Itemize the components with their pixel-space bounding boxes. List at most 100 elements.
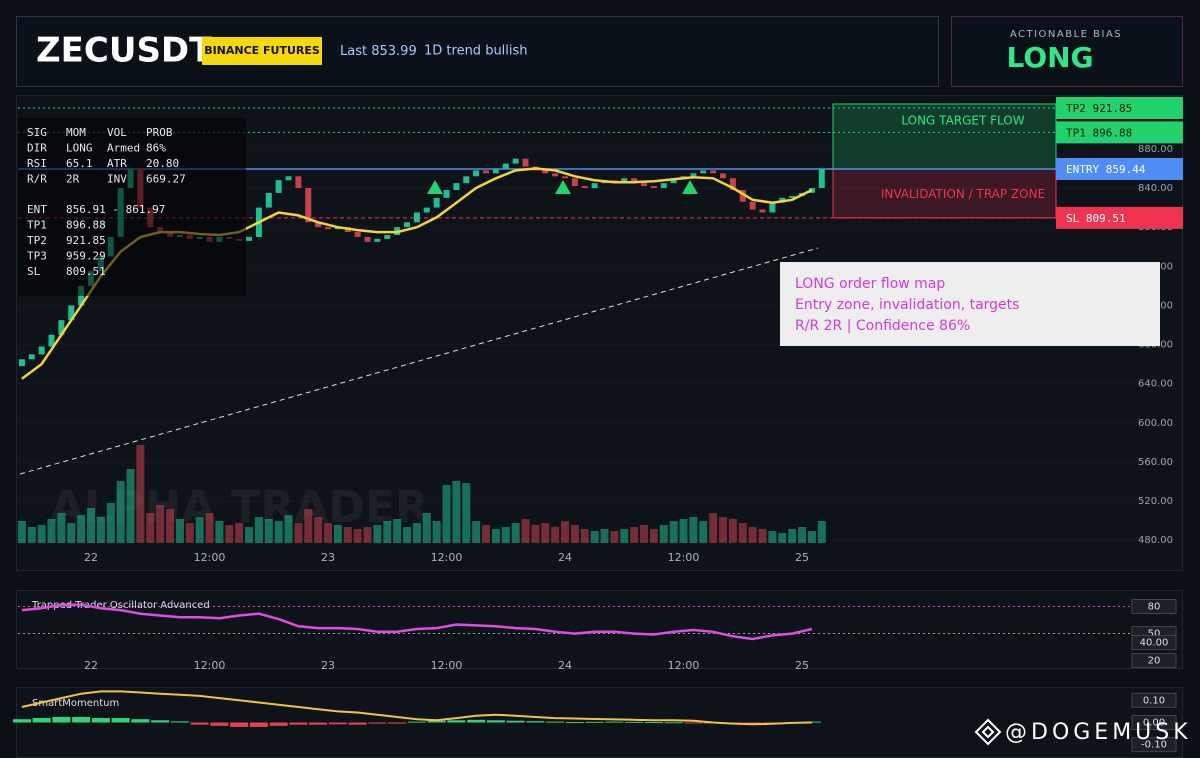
x-tick-label: 24	[558, 551, 572, 564]
candle	[473, 170, 480, 177]
volume-bar	[27, 527, 36, 543]
momentum-bar	[249, 722, 268, 727]
candle	[641, 183, 648, 187]
momentum-bar	[526, 721, 545, 723]
table-cell: SL	[27, 265, 41, 278]
volume-bar	[403, 527, 412, 543]
note-box	[780, 262, 1160, 346]
volume-bar	[620, 529, 629, 543]
momentum-bar	[72, 716, 91, 723]
note-line: LONG order flow map	[795, 276, 945, 292]
volume-bar	[669, 521, 678, 543]
table-cell: MOM	[66, 126, 86, 139]
volume-bar	[758, 529, 767, 543]
table-cell: 20.80	[146, 157, 179, 170]
candle	[483, 170, 490, 174]
signal-arrow	[682, 180, 698, 194]
tick-badge	[1131, 635, 1177, 651]
candle	[522, 158, 529, 167]
momentum-bar	[388, 722, 407, 724]
momentum-bar	[565, 722, 584, 724]
table-cell: DIR	[27, 142, 47, 155]
candle	[552, 173, 559, 177]
x-tick-label: 23	[321, 551, 335, 564]
candle	[769, 202, 776, 213]
y-tick-label: 20	[1148, 656, 1161, 667]
momentum-bar	[368, 722, 387, 724]
candle	[413, 212, 420, 223]
candle	[354, 232, 361, 237]
volume-bar	[570, 525, 579, 543]
volume-bar	[195, 517, 204, 543]
volume-bar	[798, 527, 807, 543]
candle	[591, 183, 598, 189]
table-cell: 856.91 - 861.97	[66, 203, 165, 216]
level-label: TP1 896.88	[1066, 126, 1132, 139]
candle	[749, 201, 756, 210]
candle	[246, 236, 253, 241]
zone-label: INVALIDATION / TRAP ZONE	[881, 187, 1045, 201]
candle	[463, 176, 470, 184]
momentum-bar	[309, 722, 328, 725]
momentum-bar	[802, 721, 821, 723]
candle	[305, 188, 312, 223]
volume-bar	[768, 531, 777, 543]
volume-bar	[67, 523, 76, 543]
oscillator-line	[21, 603, 813, 641]
table-cell: SIG	[27, 126, 47, 139]
level-name: TP2	[1066, 102, 1086, 115]
volume-bar	[709, 513, 718, 543]
candle	[700, 170, 707, 174]
candle	[710, 170, 717, 174]
candle	[48, 334, 55, 347]
volume-bar	[817, 521, 826, 543]
candle	[315, 222, 322, 228]
level-label: SL 809.51	[1066, 212, 1126, 225]
bias-box	[951, 16, 1183, 87]
volume-bar	[284, 515, 293, 543]
candle	[453, 183, 460, 190]
volume-bar	[412, 523, 421, 543]
tick-badge	[1131, 692, 1177, 708]
y-tick-label: 480.00	[1138, 535, 1173, 546]
candle	[275, 180, 282, 193]
x-tick-label: 23	[321, 659, 335, 672]
candle	[670, 178, 677, 184]
momentum-bar	[664, 722, 683, 724]
candle	[512, 158, 519, 164]
table-cell: PROB	[146, 126, 173, 139]
volume-bar	[738, 523, 747, 543]
volume-bar	[245, 527, 254, 543]
momentum-bar	[684, 722, 703, 724]
volume-bar	[778, 533, 787, 543]
level-label: TP2 921.85	[1066, 102, 1132, 115]
volume-bar	[452, 481, 461, 543]
volume-bar	[679, 519, 688, 543]
signal-arrow	[555, 180, 571, 194]
x-tick-label: 12:00	[431, 551, 463, 564]
volume-bar	[482, 525, 491, 543]
volume-bar	[580, 529, 589, 543]
exchange-badge	[202, 37, 322, 65]
momentum-bar	[625, 721, 644, 723]
volume-bar	[561, 521, 570, 543]
table-cell: Armed	[107, 142, 140, 155]
level-badge	[1056, 158, 1183, 181]
candle	[38, 346, 45, 355]
y-tick-label: 0.10	[1143, 695, 1165, 706]
tick-badge	[1131, 715, 1177, 730]
panel-title: SmartMomentum	[32, 698, 119, 709]
info-table-bg	[18, 118, 246, 296]
candle	[542, 170, 549, 174]
volume-bar	[649, 529, 658, 543]
momentum-bar	[546, 721, 565, 723]
momentum-bar	[407, 721, 426, 723]
volume-bar	[422, 513, 431, 543]
y-tick-label: 50	[1148, 629, 1161, 640]
volume-bar	[719, 517, 728, 543]
candle	[18, 359, 25, 367]
volume-bar	[462, 483, 471, 543]
candle	[631, 178, 638, 184]
volume-bar	[136, 445, 145, 543]
